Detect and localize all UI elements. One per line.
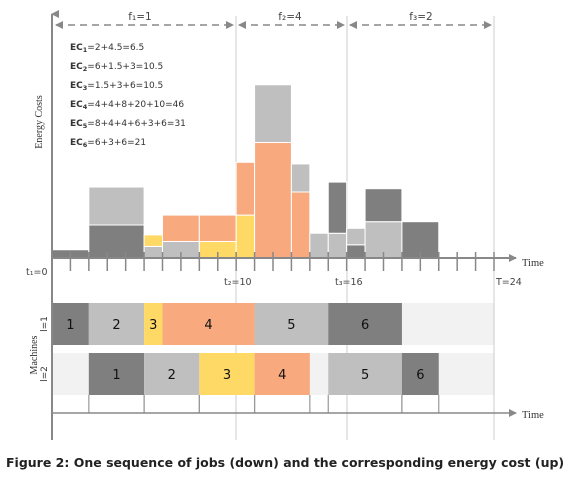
machine-label-1: l=1 [40,316,50,332]
energy-bar-job-4 [254,142,292,259]
machine-2-job-4-label: 4 [278,368,286,383]
machine-2-job-5-label: 5 [361,368,369,383]
machine-1-job-1-label: 1 [66,318,74,333]
energy-bar-job-6 [364,188,403,223]
energy-formula-1: EC1=2+4.5=6.5 [70,43,144,54]
energy-bar-job-1 [88,224,145,259]
energy-bar-job-4 [290,191,311,259]
machine-2-job-1-block [88,353,145,395]
time-marker-t2: t₂=10 [224,277,252,288]
energy-bar-job-6 [346,244,366,259]
machine-1-job-4-label: 4 [204,318,212,333]
energy-bar-job-4 [198,214,237,243]
time-axis-label-bottom: Time [522,410,544,421]
machine-2-job-4-block [254,353,310,395]
energy-bar-job-6 [327,232,348,259]
machine-2-job-6-block [401,353,439,395]
machine-1-job-1-block [52,303,89,345]
machine-2-job-6-label: 6 [416,368,424,383]
energy-bar-job-2 [143,245,163,259]
energy-formula-4: EC4=4+4+8+20+10=46 [70,100,184,111]
machine-1-job-2-label: 2 [112,318,120,333]
schedule-figure: 1 2 3 4 5 6 1 2 3 4 5 6 f₁=1 f₂=4 f₃=2 EC1=2+4.5=6.… [26,10,544,440]
machine-2-job-3-label: 3 [223,368,231,383]
time-marker-t3: t₃=16 [335,277,363,288]
energy-formula-3: EC3=1.5+3+6=10.5 [70,81,163,92]
energy-formula-5: EC5=8+4+4+6+3+6=31 [70,119,186,130]
energy-bar-job-6 [327,181,348,234]
energy-bar-job-5 [346,227,366,246]
freq-label-1: f₁=1 [128,11,151,23]
energy-bar-job-5 [309,232,329,259]
time-axis-ticks [51,252,495,413]
machine-1-job-6-block [328,303,402,345]
machine-1-job-5-label: 5 [287,318,295,333]
machine-2-job-2-label: 2 [168,368,176,383]
machine-1-job-2-block [88,303,145,345]
energy-bar-job-3 [235,214,256,259]
machine-1-job-3-block [144,303,163,345]
figure-caption: Figure 2: One sequence of jobs (down) an… [6,455,565,470]
energy-bar-job-2 [88,186,145,226]
machine-label-2: l=2 [40,366,50,382]
time-marker-t1: t₁=0 [26,267,48,278]
machine-1-job-5-block [254,303,329,345]
machine-2-job-2-block [144,353,200,395]
machine-1-job-4-block [162,303,255,345]
time-axis-label-top: Time [522,258,544,269]
machine-1-job-3-label: 3 [149,318,157,333]
energy-bar-job-5 [254,84,292,143]
machine-job-blocks: 1 2 3 4 5 6 1 2 3 4 5 6 [52,303,439,395]
energy-formula-2: EC2=6+1.5+3=10.5 [70,62,163,73]
machine-1-job-6-label: 6 [361,318,369,333]
machine-2-job-5-block [328,353,402,395]
energy-formula-list: EC1=2+4.5=6.5 EC2=6+1.5+3=10.5 EC3=1.5+3… [70,43,186,149]
energy-bar-job-4 [235,161,256,216]
energy-axis-label: Energy Costs [34,95,45,149]
freq-label-3: f₃=2 [409,11,432,23]
freq-label-2: f₂=4 [278,11,302,23]
energy-formula-6: EC6=6+3+6=21 [70,138,146,149]
energy-bar-job-5 [290,163,311,193]
machine-2-job-1-label: 1 [112,368,120,383]
machines-axis-label: Machines [29,335,40,374]
time-marker-T: T=24 [495,277,522,288]
energy-bar-job-6 [401,221,440,259]
energy-bar-job-4 [162,214,200,243]
energy-cost-bars [51,84,440,259]
machine-2-job-3-block [199,353,255,395]
energy-bar-job-3 [143,234,163,247]
